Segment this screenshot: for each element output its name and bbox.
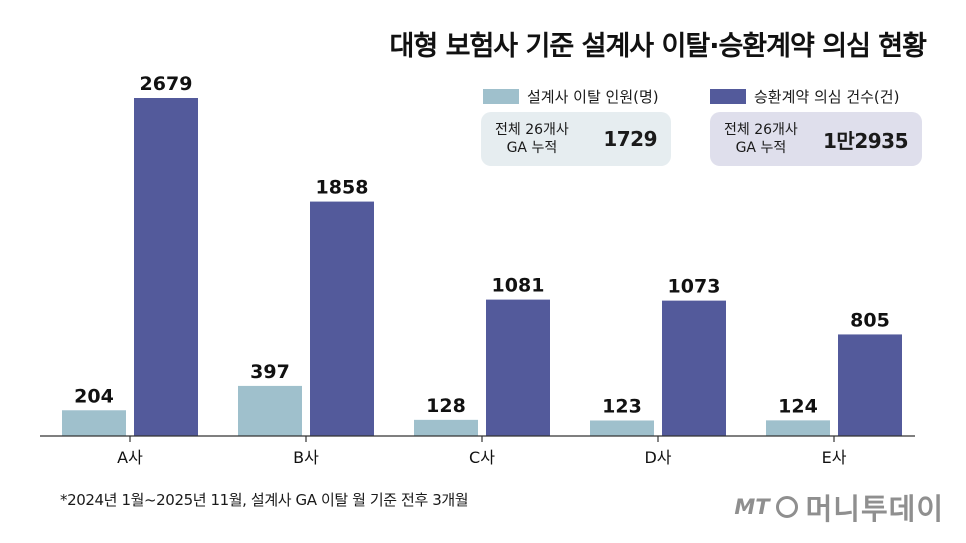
- bar-series1-4: [590, 420, 654, 436]
- chart-title: 대형 보험사 기준 설계사 이탈·승환계약 의심 현황: [389, 31, 927, 62]
- data-label-series2-2: 1858: [316, 177, 369, 199]
- data-label-series1-1: 204: [74, 385, 114, 407]
- legend-swatch-series1: [483, 89, 519, 104]
- bar-series1-1: [62, 410, 126, 436]
- summary-label-series2: 전체 26개사 GA 누적: [724, 122, 798, 156]
- data-label-series2-1: 2679: [140, 73, 193, 95]
- x-tick-label-1: A사: [117, 448, 143, 467]
- summary-label-series1: 전체 26개사 GA 누적: [495, 122, 569, 156]
- chart-plot-area: 204 2679 A사 397 1858 B사 128 1081 C사 123 1073 D사 124 8…: [40, 73, 915, 467]
- watermark-name: 머니투데이: [805, 492, 944, 526]
- data-label-series1-5: 124: [778, 395, 818, 417]
- legend-label-series1: 설계사 이탈 인원(명): [527, 88, 659, 106]
- data-label-series2-3: 1081: [492, 275, 545, 297]
- legend-item-series2: 승환계약 의심 건수(건): [710, 86, 899, 107]
- data-label-series1-3: 128: [426, 395, 466, 417]
- bar-series1-3: [414, 419, 478, 436]
- summary-box-series1: 전체 26개사 GA 누적 1729: [481, 112, 671, 166]
- summary-box-series2: 전체 26개사 GA 누적 1만2935: [710, 112, 922, 166]
- x-tick-label-4: D사: [644, 448, 671, 467]
- data-label-series2-5: 805: [850, 309, 890, 331]
- legend-label-series2: 승환계약 의심 건수(건): [754, 88, 900, 106]
- data-label-series1-4: 123: [602, 395, 642, 417]
- watermark: MT 머니투데이: [734, 486, 944, 528]
- bar-series2-5: [838, 334, 902, 436]
- footnote: *2024년 1월~2025년 11월, 설계사 GA 이탈 월 기준 전후 3…: [60, 491, 469, 509]
- bar-series2-4: [662, 300, 726, 436]
- watermark-logo: MT: [734, 495, 770, 519]
- summary-value-series2: 1만2935: [823, 128, 908, 153]
- bar-series2-1: [134, 98, 198, 436]
- bar-series2-2: [310, 201, 374, 436]
- x-tick-label-2: B사: [293, 448, 319, 467]
- data-label-series1-2: 397: [250, 361, 290, 383]
- bar-series2-3: [486, 299, 550, 436]
- bar-series1-5: [766, 420, 830, 436]
- legend-item-series1: 설계사 이탈 인원(명): [483, 86, 659, 107]
- legend-swatch-series2: [710, 89, 746, 104]
- data-label-series2-4: 1073: [668, 276, 721, 298]
- watermark-circle-icon: [775, 496, 798, 518]
- x-tick-label-3: C사: [469, 448, 495, 467]
- summary-value-series1: 1729: [603, 127, 657, 151]
- x-tick-label-5: E사: [822, 448, 847, 467]
- bar-series1-2: [238, 385, 302, 436]
